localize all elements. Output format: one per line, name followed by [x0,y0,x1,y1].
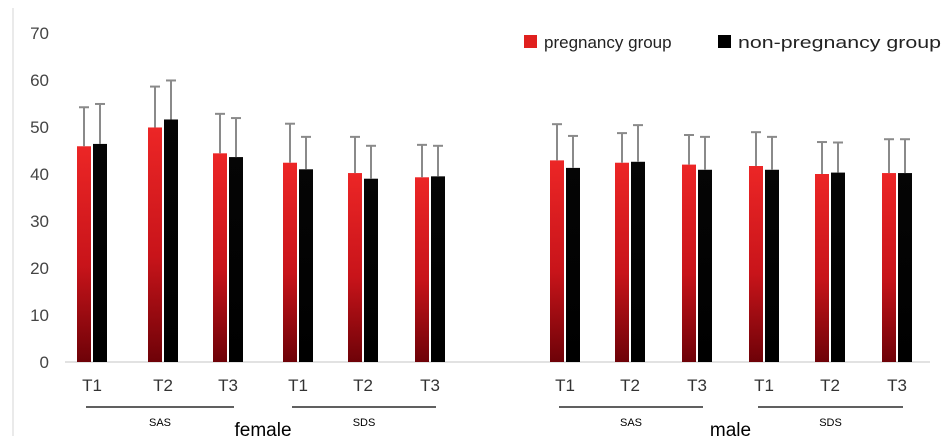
bar-non-pregnancy [831,172,845,362]
bars-layer [77,79,912,362]
bar-non-pregnancy [229,157,243,362]
x-tick-label: T2 [353,376,373,395]
group-label: SDS [819,417,842,429]
bar-pregnancy [283,162,297,362]
bar-pregnancy [415,177,429,362]
y-tick-label: 30 [30,212,49,231]
legend-label-non-pregnancy: non-pregnancy group [738,33,941,52]
x-tick-label: T3 [887,376,907,395]
bar-non-pregnancy [299,169,313,362]
bar-non-pregnancy [93,143,107,362]
group-label: SAS [149,417,171,429]
bar-pregnancy [815,174,829,362]
legend: pregnancy group non-pregnancy group [524,33,941,52]
section-label: male [710,420,751,436]
legend-swatch-non-pregnancy [718,35,731,48]
x-tick-label: T1 [754,376,774,395]
x-tick-label: T3 [218,376,238,395]
bar-non-pregnancy [164,119,178,362]
bar-non-pregnancy [566,167,580,362]
bar-pregnancy [148,127,162,362]
y-tick-label: 50 [30,118,49,137]
bar-non-pregnancy [898,173,912,362]
bar-pregnancy [77,146,91,362]
bar-pregnancy [682,164,696,362]
bar-pregnancy [550,160,564,362]
group-labels: SAS SDS SAS SDS female male [86,406,903,436]
y-tick-label: 70 [30,24,49,43]
bar-pregnancy [749,166,763,362]
x-tick-label: T3 [420,376,440,395]
legend-label-pregnancy: pregnancy group [544,33,672,52]
x-tick-label: T2 [820,376,840,395]
y-tick-label: 60 [30,71,49,90]
bar-pregnancy [348,173,362,362]
legend-swatch-pregnancy [524,35,537,48]
y-tick-label: 10 [30,306,49,325]
x-tick-label: T3 [687,376,707,395]
y-tick-label: 40 [30,165,49,184]
bar-pregnancy [615,162,629,362]
bar-non-pregnancy [631,161,645,362]
y-axis-ticks: 0 10 20 30 40 50 60 70 [30,24,49,372]
x-tick-label: T1 [82,376,102,395]
x-tick-label: T2 [620,376,640,395]
bar-non-pregnancy [765,169,779,362]
x-tick-label: T1 [288,376,308,395]
group-label: SAS [620,417,642,429]
x-tick-label: T1 [555,376,575,395]
bar-pregnancy [213,153,227,362]
section-label: female [234,420,291,436]
bar-pregnancy [882,173,896,362]
bar-non-pregnancy [364,178,378,362]
x-tick-label: T2 [153,376,173,395]
bar-non-pregnancy [431,176,445,362]
x-axis-labels: T1 T2 T3 T1 T2 T3 T1 T2 T3 T1 T2 T3 [82,376,907,395]
bar-non-pregnancy [698,169,712,362]
group-label: SDS [353,417,376,429]
y-tick-label: 20 [30,259,49,278]
y-tick-label: 0 [40,353,49,372]
